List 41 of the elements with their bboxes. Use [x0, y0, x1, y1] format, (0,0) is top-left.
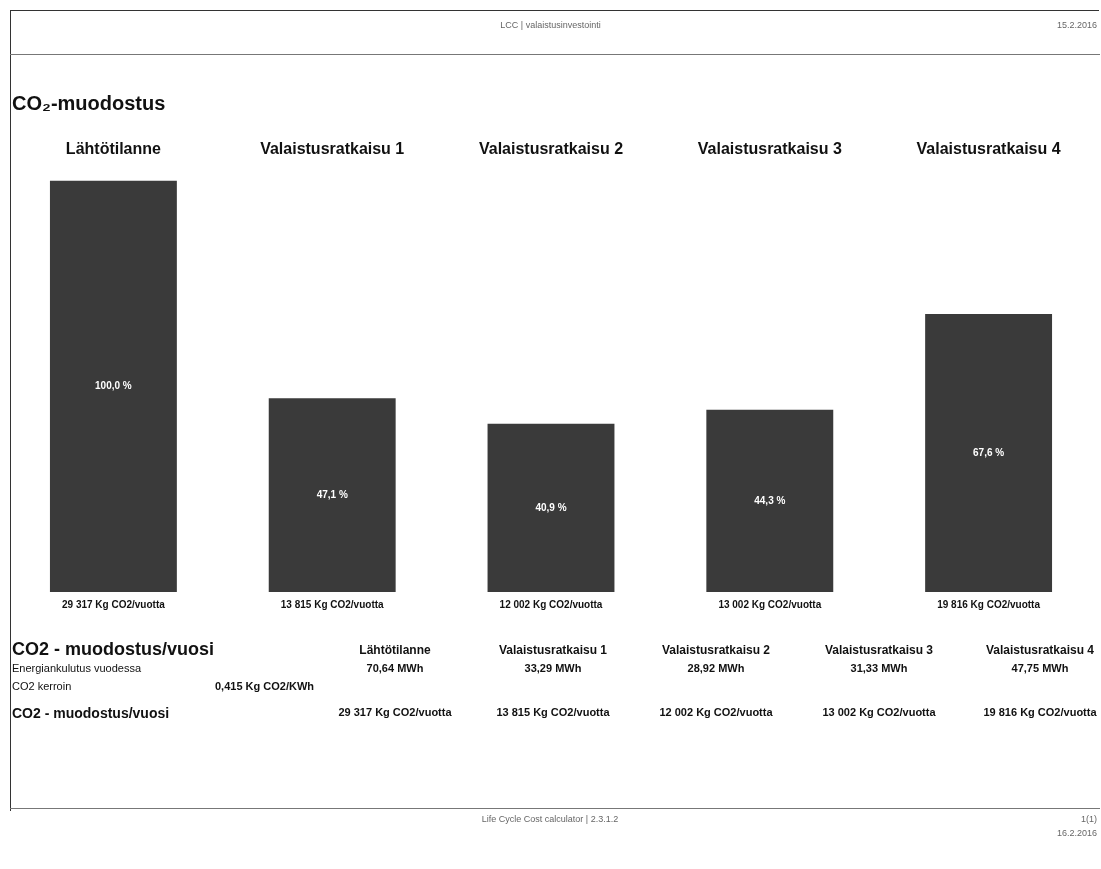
- text: 33,29 MWh: [523, 662, 583, 674]
- data-label: 19 816 Kg CO2/vuotta: [937, 598, 1041, 610]
- text: 12 002 Kg CO2/vuotta: [659, 706, 773, 718]
- text: 28,92 MWh: [686, 662, 746, 674]
- data-label: 29 317 Kg CO2/vuotta: [61, 598, 166, 610]
- category-label: Lähtötilanne: [359, 643, 431, 657]
- x-tick-label: Lähtötilanne: [65, 140, 162, 158]
- text: CO2 kerroin: [12, 680, 72, 692]
- category-label: Valaistusratkaisu 4: [985, 643, 1095, 657]
- text: 29 317 Kg CO2/vuotta: [338, 706, 452, 718]
- text: 47,75 MWh: [1010, 662, 1070, 674]
- text: 15.2.2016: [1056, 20, 1097, 30]
- annotation: 67,6 %: [973, 446, 1005, 458]
- annotation: 47,1 %: [316, 488, 348, 500]
- x-tick-label: Valaistusratkaisu 1: [260, 140, 405, 158]
- category-label: Valaistusratkaisu 2: [661, 643, 771, 657]
- text: CO2 - muodostus/vuosi: [12, 705, 170, 721]
- text: 19 816 Kg CO2/vuotta: [983, 706, 1097, 718]
- category-label: Valaistusratkaisu 3: [824, 643, 934, 657]
- data-label: 13 815 Kg CO2/vuotta: [280, 598, 385, 610]
- annotation: 100,0 %: [95, 380, 132, 392]
- text: 16.2.2016: [1056, 828, 1097, 838]
- x-tick-label: Valaistusratkaisu 3: [697, 140, 842, 158]
- chart-title: CO₂-muodostus: [12, 92, 166, 115]
- text: Energiankulutus vuodessa: [12, 662, 142, 674]
- category-label: Valaistusratkaisu 1: [498, 643, 608, 657]
- x-tick-label: Valaistusratkaisu 4: [916, 140, 1061, 158]
- data-label: 12 002 Kg CO2/vuotta: [499, 598, 603, 610]
- text: 70,64 MWh: [365, 662, 425, 674]
- x-tick-label: Valaistusratkaisu 2: [478, 140, 624, 158]
- text: 0,415 Kg CO2/KWh: [215, 680, 315, 692]
- text: Life Cycle Cost calculator | 2.3.1.2: [480, 814, 620, 824]
- text: 31,33 MWh: [849, 662, 909, 674]
- chart-subtitle: LCC | valaistusinvestointi: [500, 20, 601, 30]
- data-label: 13 002 Kg CO2/vuotta: [718, 598, 822, 610]
- text: 13 002 Kg CO2/vuotta: [822, 706, 936, 718]
- text: 13 815 Kg CO2/vuotta: [496, 706, 610, 718]
- text: 1(1): [1080, 814, 1097, 824]
- annotation: 44,3 %: [754, 494, 786, 506]
- text: CO2 - muodostus/vuosi: [12, 639, 215, 660]
- annotation: 40,9 %: [535, 501, 567, 513]
